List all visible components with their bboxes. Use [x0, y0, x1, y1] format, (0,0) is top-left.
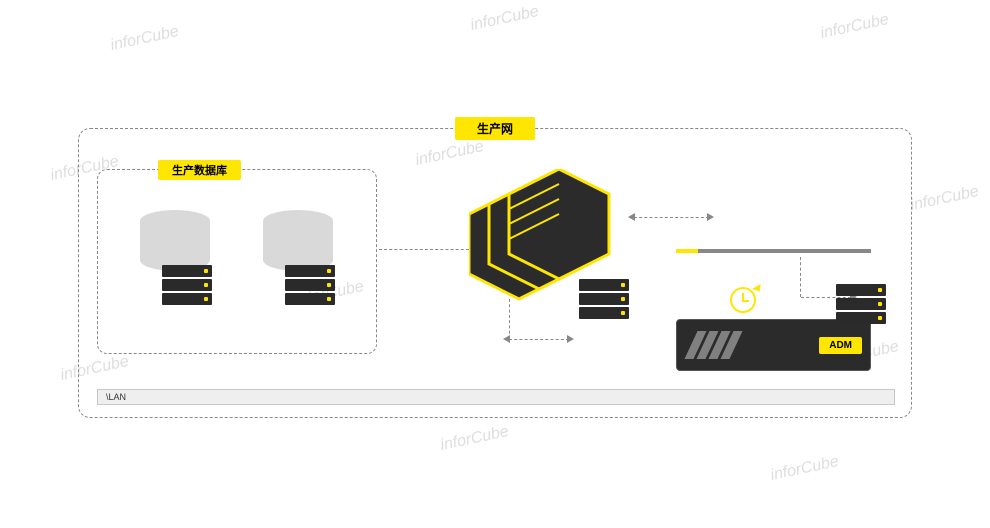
production-db-box: 生产数据库: [97, 169, 377, 354]
arrow-icon: [707, 213, 714, 221]
watermark: inforCube: [439, 423, 511, 455]
arrow-icon: [567, 335, 574, 343]
watermark: inforCube: [469, 3, 541, 35]
server-unit-icon: [285, 279, 335, 291]
database-node: [130, 210, 220, 320]
adm-node: ADM: [676, 319, 871, 371]
server-unit-icon: [836, 298, 886, 310]
server-unit-icon: [285, 265, 335, 277]
cylinder-icon: [140, 210, 210, 232]
server-stack: [162, 265, 212, 307]
clock-icon: [730, 287, 756, 313]
production-network-box: 生产网 生产数据库: [78, 128, 912, 418]
server-unit-icon: [836, 284, 886, 296]
server-unit-icon: [579, 279, 629, 291]
production-network-label: 生产网: [455, 117, 535, 140]
cylinder-icon: [263, 210, 333, 232]
server-unit-icon: [162, 279, 212, 291]
server-stack: [836, 284, 886, 326]
production-db-label: 生产数据库: [158, 160, 241, 180]
server-unit-icon: [579, 307, 629, 319]
adm-badge: ADM: [819, 337, 862, 354]
watermark: inforCube: [909, 183, 981, 215]
connector-line: [509, 339, 569, 340]
server-unit-icon: [285, 293, 335, 305]
connector-line: [509, 299, 510, 339]
connector-line: [800, 257, 801, 297]
server-stack: [579, 279, 629, 321]
hex-cluster: [469, 169, 639, 329]
connector-line: [379, 249, 474, 250]
lan-bar: \LAN: [97, 389, 895, 405]
server-unit-icon: [162, 265, 212, 277]
adm-stripes-icon: [684, 331, 742, 359]
watermark: inforCube: [819, 11, 891, 43]
connector-line: [634, 217, 709, 218]
database-node: [253, 210, 343, 320]
clock-arrow-icon: [752, 284, 764, 294]
watermark: inforCube: [769, 453, 841, 485]
server-unit-icon: [836, 312, 886, 324]
server-unit-icon: [162, 293, 212, 305]
server-unit-icon: [579, 293, 629, 305]
watermark: inforCube: [109, 23, 181, 55]
server-stack: [285, 265, 335, 307]
adm-underline: [676, 249, 871, 253]
